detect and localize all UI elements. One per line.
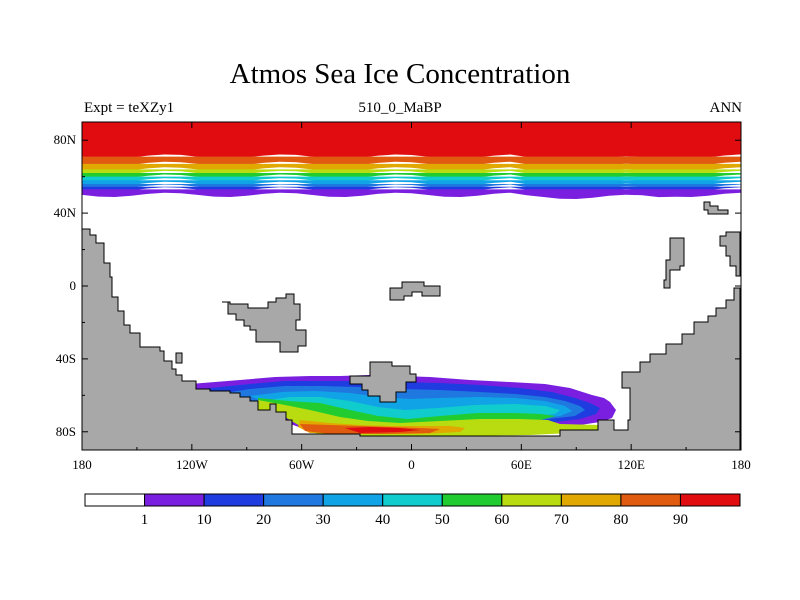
colorbar-swatch — [441, 493, 503, 507]
x-tick-label: 0 — [408, 457, 415, 472]
colorbar-swatch — [560, 493, 622, 507]
colorbar-swatch — [620, 493, 681, 507]
colorbar-swatch — [501, 493, 562, 507]
y-tick-label: 40S — [56, 351, 76, 366]
land-africa-central — [349, 361, 417, 403]
x-tick-label: 120W — [176, 457, 209, 472]
land-north-america-cap — [175, 352, 183, 364]
arctic-ice-field — [82, 122, 741, 199]
arctic-band-10 — [82, 189, 741, 199]
land-equator-island — [389, 281, 441, 301]
colorbar-label: 50 — [435, 512, 450, 528]
colorbar-swatch — [679, 493, 741, 507]
colorbar-swatch — [263, 493, 324, 507]
colorbar-label: 90 — [673, 512, 688, 528]
chart-title: Atmos Sea Ice Concentration — [229, 58, 571, 90]
colorbar-label: 70 — [554, 512, 569, 528]
y-tick-label: 40N — [54, 205, 77, 220]
x-tick-label: 120E — [617, 457, 645, 472]
colorbar-label: 10 — [197, 512, 212, 528]
colorbar-swatch — [203, 493, 265, 507]
colorbar: 1 10 20 30 40 50 60 70 80 90 — [84, 493, 741, 528]
subtitle-period: 510_0_MaBP — [358, 100, 442, 116]
land-east-coast — [719, 231, 741, 277]
colorbar-label: 20 — [256, 512, 271, 528]
colorbar-label: 30 — [316, 512, 331, 528]
x-tick-label: 60E — [511, 457, 532, 472]
colorbar-label: 40 — [375, 512, 390, 528]
southern-ice-contour-10 — [345, 427, 420, 433]
arctic-band-1 — [82, 122, 741, 161]
land-north-islands — [703, 201, 729, 215]
colorbar-label: 1 — [141, 512, 149, 528]
x-tick-label: 180 — [72, 457, 92, 472]
colorbar-swatch — [382, 493, 443, 507]
y-tick-label: 80S — [56, 424, 76, 439]
land-americas-east — [82, 228, 741, 450]
colorbar-label: 60 — [494, 512, 509, 528]
land-masses — [82, 201, 741, 450]
colorbar-swatch — [322, 493, 384, 507]
x-tick-label: 60W — [289, 457, 315, 472]
land-africa-west — [222, 293, 307, 353]
y-tick-label: 0 — [70, 278, 77, 293]
y-tick-label: 80N — [54, 132, 77, 147]
subtitle-season: ANN — [709, 100, 743, 116]
colorbar-label: 80 — [613, 512, 628, 528]
colorbar-swatch — [144, 493, 205, 507]
subtitle-experiment: Expt = teXZy1 — [84, 100, 175, 116]
land-east-strip — [663, 237, 685, 289]
x-tick-label: 180 — [731, 457, 751, 472]
y-axis: 80N 40N 0 40S 80S — [54, 132, 741, 439]
map-plot-area — [82, 122, 741, 450]
colorbar-swatch — [84, 493, 146, 507]
x-axis: 180 120W 60W 0 60E 120E 180 — [72, 122, 751, 472]
